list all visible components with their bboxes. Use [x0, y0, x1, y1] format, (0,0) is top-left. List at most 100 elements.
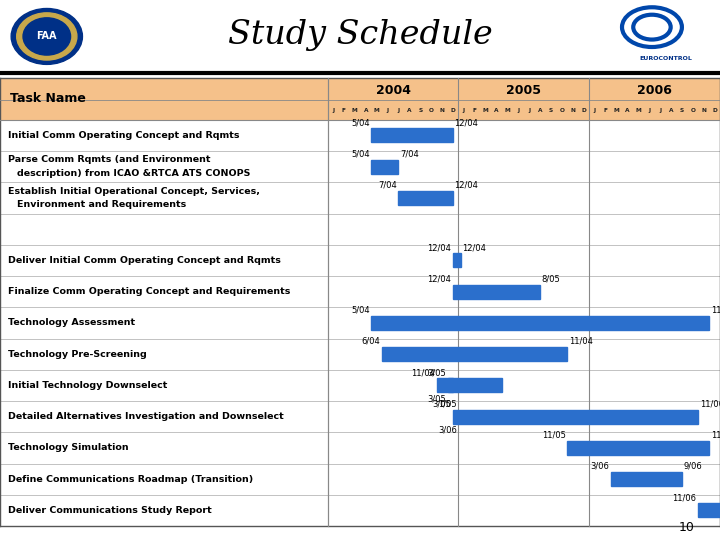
Bar — [448, 379, 453, 393]
Text: 12/04: 12/04 — [454, 118, 479, 127]
Text: M: M — [483, 108, 489, 113]
Bar — [459, 410, 698, 424]
Text: 12/04: 12/04 — [454, 181, 479, 190]
Text: 11/06: 11/06 — [700, 400, 720, 408]
Text: M: M — [352, 108, 358, 113]
Text: A: A — [495, 108, 499, 113]
Text: 12/04: 12/04 — [428, 274, 451, 284]
Circle shape — [17, 13, 77, 60]
Text: A: A — [407, 108, 412, 113]
Text: Deliver Communications Study Report: Deliver Communications Study Report — [8, 506, 212, 515]
Text: Detailed Alternatives Investigation and Downselect: Detailed Alternatives Investigation and … — [8, 412, 284, 421]
Bar — [372, 129, 453, 143]
Text: 11/06: 11/06 — [672, 493, 696, 502]
Text: 2005: 2005 — [506, 84, 541, 97]
Text: O: O — [559, 108, 564, 113]
Text: O: O — [690, 108, 696, 113]
Bar — [398, 191, 453, 205]
Text: D: D — [451, 108, 455, 113]
Text: J: J — [659, 108, 661, 113]
Bar — [0, 245, 720, 276]
Text: 2004: 2004 — [376, 84, 410, 97]
Bar — [0, 151, 720, 183]
Text: Finalize Comm Operating Concept and Requirements: Finalize Comm Operating Concept and Requ… — [8, 287, 291, 296]
Text: Task Name: Task Name — [10, 92, 86, 105]
Bar — [0, 307, 720, 339]
Text: 11/04: 11/04 — [411, 368, 435, 377]
Text: 3/06: 3/06 — [590, 462, 609, 471]
Text: 10: 10 — [679, 521, 695, 534]
Text: Technology Pre-Screening: Technology Pre-Screening — [8, 350, 147, 359]
Text: 5/04: 5/04 — [351, 118, 369, 127]
Text: Technology Simulation: Technology Simulation — [8, 443, 129, 453]
Text: A: A — [538, 108, 542, 113]
Text: 7/04: 7/04 — [378, 181, 397, 190]
Text: 12/04: 12/04 — [428, 243, 451, 252]
Bar — [0, 339, 720, 370]
Bar — [0, 120, 720, 151]
Text: Environment and Requirements: Environment and Requirements — [17, 200, 186, 210]
Text: 3/06: 3/06 — [438, 426, 456, 434]
Text: 3/05: 3/05 — [433, 400, 451, 408]
Text: 9/06: 9/06 — [683, 462, 702, 471]
Bar — [372, 160, 398, 174]
Text: 1/05: 1/05 — [438, 400, 456, 408]
Text: M: M — [374, 108, 379, 113]
Text: Establish Initial Operational Concept, Services,: Establish Initial Operational Concept, S… — [8, 186, 260, 195]
Bar — [0, 401, 720, 433]
Text: Define Communications Roadmap (Transition): Define Communications Roadmap (Transitio… — [8, 475, 253, 484]
Text: 11/04: 11/04 — [569, 337, 593, 346]
Text: Initial Comm Operating Concept and Rqmts: Initial Comm Operating Concept and Rqmts — [8, 131, 240, 140]
Bar — [453, 253, 461, 267]
Bar — [0, 78, 720, 120]
Bar — [372, 316, 709, 330]
Text: A: A — [364, 108, 368, 113]
Bar — [0, 495, 720, 526]
Circle shape — [12, 9, 82, 64]
Text: A: A — [669, 108, 673, 113]
Text: N: N — [570, 108, 575, 113]
Bar — [453, 410, 459, 424]
Text: 3/05: 3/05 — [427, 368, 446, 377]
Text: D: D — [712, 108, 717, 113]
Text: 6/04: 6/04 — [361, 337, 380, 346]
Text: Technology Assessment: Technology Assessment — [8, 319, 135, 327]
Text: Study Schedule: Study Schedule — [228, 19, 492, 51]
Bar — [0, 213, 720, 245]
Text: F: F — [342, 108, 346, 113]
Bar — [0, 370, 720, 401]
Bar — [453, 285, 540, 299]
Text: 11/06: 11/06 — [711, 306, 720, 315]
Text: 2006: 2006 — [637, 84, 672, 97]
Text: M: M — [635, 108, 641, 113]
Text: 5/04: 5/04 — [351, 150, 369, 158]
Text: M: M — [505, 108, 510, 113]
Text: J: J — [648, 108, 650, 113]
Bar — [0, 433, 720, 463]
Bar — [611, 472, 682, 486]
Bar — [0, 183, 720, 213]
Text: Parse Comm Rqmts (and Environment: Parse Comm Rqmts (and Environment — [8, 156, 211, 164]
Text: J: J — [528, 108, 531, 113]
Text: J: J — [517, 108, 519, 113]
Text: 11/05: 11/05 — [542, 431, 566, 440]
Bar — [698, 503, 720, 517]
Text: A: A — [625, 108, 629, 113]
Text: F: F — [473, 108, 477, 113]
Bar — [382, 347, 567, 361]
Text: J: J — [593, 108, 595, 113]
Text: FAA: FAA — [37, 31, 57, 42]
Text: 5/04: 5/04 — [351, 306, 369, 315]
Text: EUROCONTROL: EUROCONTROL — [639, 56, 693, 60]
Circle shape — [23, 18, 71, 55]
Text: N: N — [440, 108, 444, 113]
Text: D: D — [581, 108, 586, 113]
Text: 8/05: 8/05 — [541, 274, 561, 284]
Text: F: F — [603, 108, 608, 113]
Text: S: S — [680, 108, 684, 113]
Text: J: J — [463, 108, 465, 113]
Bar — [0, 463, 720, 495]
Text: 12/04: 12/04 — [462, 243, 486, 252]
Text: J: J — [397, 108, 400, 113]
Text: 7/04: 7/04 — [400, 150, 419, 158]
